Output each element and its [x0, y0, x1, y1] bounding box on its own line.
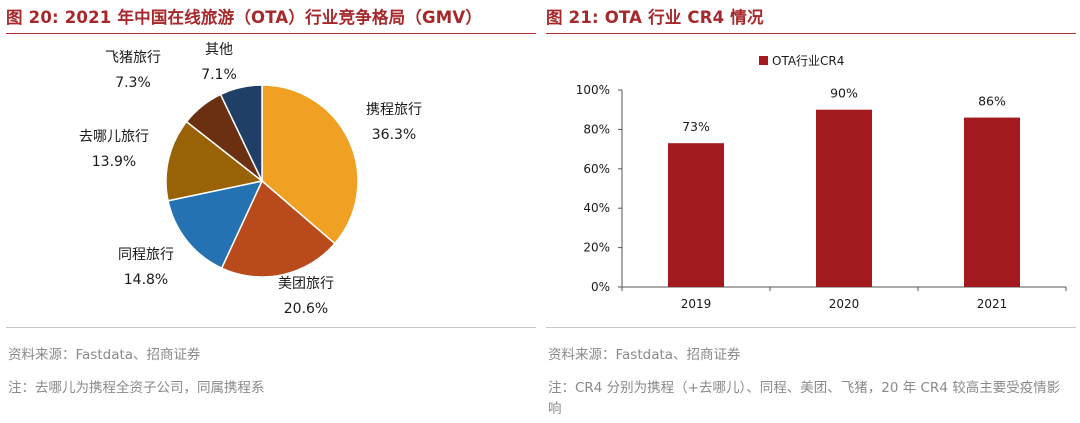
footer-rule: [6, 327, 536, 328]
y-tick-label: 100%: [576, 83, 610, 97]
slice-name-label: 携程旅行: [366, 102, 422, 118]
y-tick-label: 60%: [583, 162, 610, 176]
pie-slice: [219, 84, 263, 182]
slice-value-label: 20.6%: [284, 301, 328, 317]
right-panel: 图 21: OTA 行业 CR4 情况 OTA行业CR4 0% 20% 40% 60% 8…: [546, 0, 1076, 423]
pie-slice: [220, 179, 336, 278]
x-tick-label: 2020: [829, 297, 860, 311]
legend-label: OTA行业CR4: [772, 54, 844, 68]
y-tick-label: 20%: [583, 241, 610, 255]
bar-value-label: 86%: [978, 94, 1006, 109]
slice-value-label: 36.3%: [372, 127, 416, 143]
x-tick-label: 2021: [977, 297, 1008, 311]
slice-value-label: 7.1%: [201, 67, 237, 83]
slice-name-label: 去哪儿旅行: [79, 129, 149, 145]
footer-rule: [546, 327, 1076, 328]
bar-value-label: 73%: [682, 119, 710, 134]
bar-note: 注：CR4 分别为携程（+去哪儿）、同程、美团、飞猪，20 年 CR4 较高主要…: [548, 380, 1061, 417]
legend-swatch: [759, 56, 768, 65]
slice-value-label: 7.3%: [115, 75, 151, 91]
left-panel: 图 20: 2021 年中国在线旅游（OTA）行业竞争格局（GMV） 携程旅行 3…: [6, 0, 536, 423]
bar-value-label: 90%: [830, 86, 858, 101]
pie-slice: [165, 120, 264, 202]
x-tick-label: 2019: [681, 297, 712, 311]
pie-source: 资料来源：Fastdata、招商证券: [8, 347, 201, 363]
pie-figure-title: 图 20: 2021 年中国在线旅游（OTA）行业竞争格局（GMV）: [6, 8, 483, 27]
y-tick-label: 40%: [583, 201, 610, 215]
y-tick-label: 80%: [583, 122, 610, 136]
pie-chart: 携程旅行 36.3% 美团旅行 20.6% 同程旅行 14.8% 去哪儿旅行 13.9% 飞猪旅…: [79, 42, 422, 317]
bar: [816, 109, 872, 287]
slice-value-label: 13.9%: [92, 154, 136, 170]
bar-source: 资料来源：Fastdata、招商证券: [548, 347, 741, 363]
pie-slice: [261, 84, 359, 245]
slice-name-label: 其他: [205, 42, 233, 58]
title-rule: [6, 33, 536, 34]
title-rule: [546, 33, 1076, 34]
pie-slice: [167, 179, 264, 270]
slice-name-label: 美团旅行: [278, 276, 334, 292]
bar-chart: OTA行业CR4 0% 20% 40% 60% 80% 100% 73% 2019 90% 2020…: [576, 54, 1067, 311]
slice-name-label: 飞猪旅行: [105, 50, 161, 66]
bar: [668, 143, 724, 287]
y-tick-label: 0%: [591, 280, 610, 294]
slice-name-label: 同程旅行: [118, 247, 174, 263]
slice-value-label: 14.8%: [124, 272, 168, 288]
pie-note: 注：去哪儿为携程全资子公司，同属携程系: [8, 380, 265, 396]
bar: [964, 117, 1020, 287]
bar-figure-title: 图 21: OTA 行业 CR4 情况: [546, 8, 764, 27]
